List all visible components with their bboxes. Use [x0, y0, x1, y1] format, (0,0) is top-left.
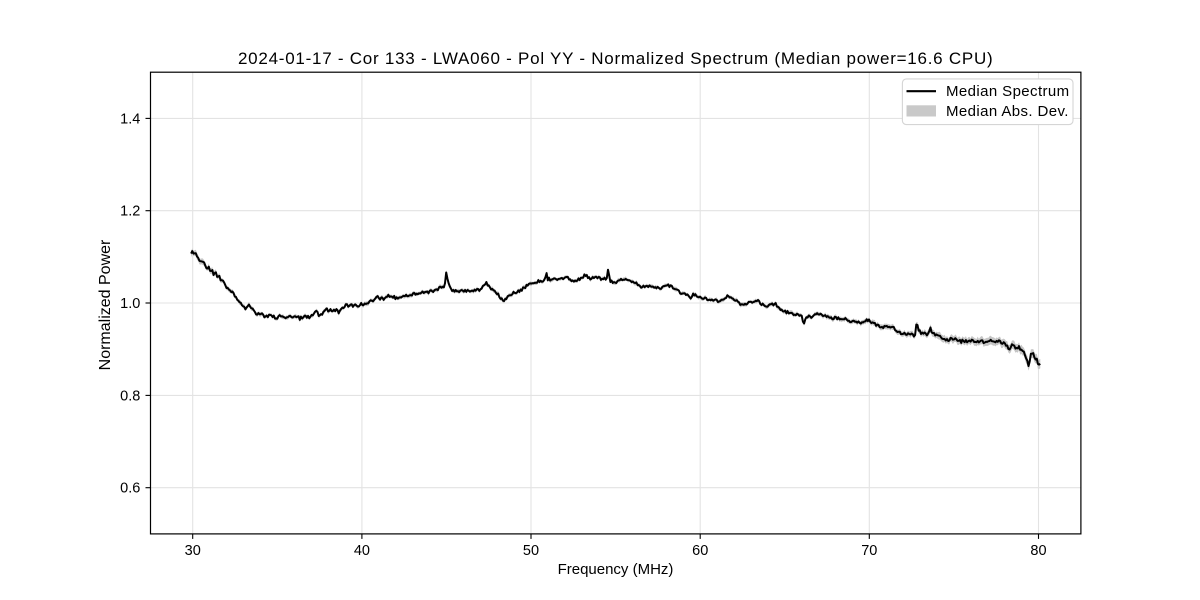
svg-text:30: 30 [185, 543, 201, 559]
svg-text:60: 60 [692, 543, 708, 559]
svg-text:2024-01-17 - Cor 133 - LWA060: 2024-01-17 - Cor 133 - LWA060 - Pol YY -… [238, 49, 993, 68]
svg-text:Median Abs. Dev.: Median Abs. Dev. [946, 103, 1069, 120]
svg-text:80: 80 [1030, 543, 1046, 559]
svg-text:Frequency (MHz): Frequency (MHz) [558, 561, 674, 578]
svg-text:0.6: 0.6 [120, 481, 140, 497]
svg-text:Normalized Power: Normalized Power [97, 239, 114, 370]
svg-text:1.2: 1.2 [120, 204, 140, 220]
svg-text:50: 50 [523, 543, 539, 559]
svg-text:70: 70 [861, 543, 877, 559]
svg-text:40: 40 [354, 543, 370, 559]
svg-text:0.8: 0.8 [120, 388, 140, 404]
svg-text:1.4: 1.4 [120, 111, 140, 127]
svg-text:1.0: 1.0 [120, 296, 140, 312]
svg-text:Median Spectrum: Median Spectrum [946, 83, 1070, 100]
